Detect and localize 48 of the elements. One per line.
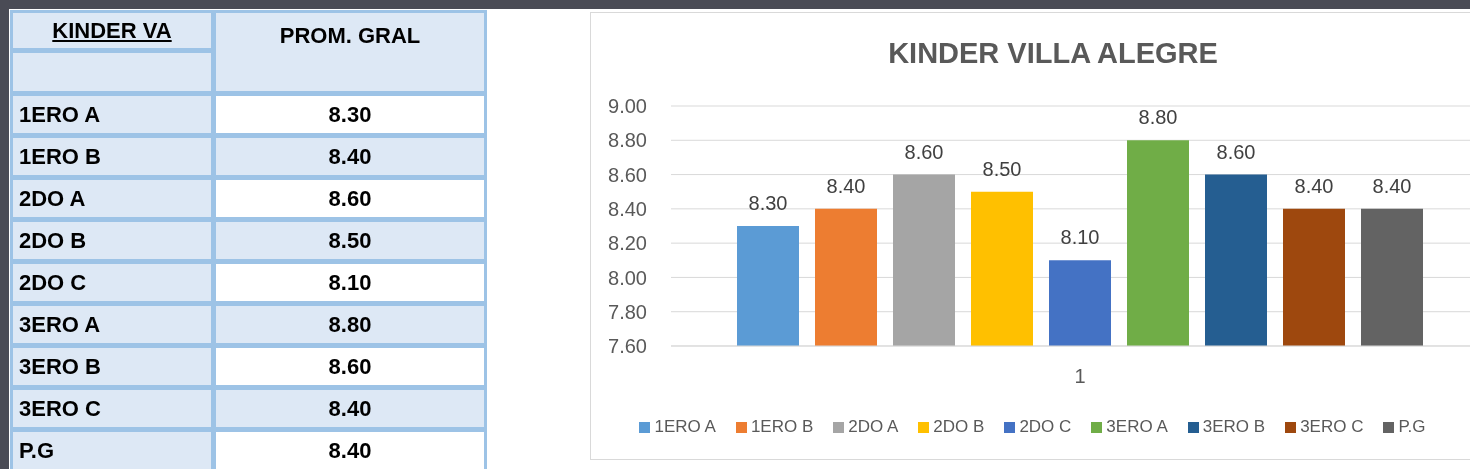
y-tick-label: 7.60 [608, 335, 647, 358]
legend-label: 1ERO A [654, 417, 717, 436]
text: 1ERO B [19, 143, 101, 169]
y-tick-label: 8.80 [608, 129, 647, 152]
text: 8.40 [328, 143, 372, 169]
text: 8.60 [328, 353, 372, 379]
text: 2DO C [19, 269, 87, 295]
legend-label: 2DO C [1019, 417, 1073, 436]
text: 8.60 [328, 185, 372, 211]
data-label: 8.40 [826, 174, 866, 197]
y-tick-label: 8.60 [608, 163, 647, 186]
data-label: 8.50 [982, 157, 1022, 180]
text: 1ERO A [19, 101, 101, 127]
legend-label: 1ERO B [750, 417, 815, 436]
text: PROM. GRAL [213, 10, 487, 94]
data-label: 8.40 [1294, 174, 1334, 197]
data-label: 8.60 [1216, 140, 1256, 163]
data-label: 8.80 [1138, 106, 1178, 129]
text: 8.50 [328, 227, 372, 253]
text: 3ERO C [19, 395, 101, 421]
text: 3ERO B [19, 353, 101, 379]
y-tick-label: 8.20 [608, 232, 647, 255]
text: KINDER VA [52, 17, 172, 44]
data-label: 8.60 [904, 140, 944, 163]
text: 8.30 [328, 101, 372, 127]
y-tick-label: 9.00 [608, 95, 647, 118]
text: 8.40 [328, 395, 372, 421]
legend-label: 3ERO B [1202, 417, 1267, 436]
data-label: 8.10 [1060, 226, 1100, 249]
chart-title: KINDER VILLA ALEGRE [887, 37, 1219, 70]
data-label: 8.40 [1372, 174, 1412, 197]
data-label: 8.30 [748, 192, 788, 214]
y-tick-label: 8.40 [608, 197, 647, 220]
text: 2DO B [19, 227, 87, 253]
text: 2DO A [19, 185, 86, 211]
legend-label: 3ERO A [1106, 417, 1169, 436]
y-tick-label: 7.80 [608, 300, 647, 323]
x-tick-label: 1 [1074, 365, 1086, 388]
legend-label: 2DO B [933, 417, 986, 436]
text: 3ERO A [19, 311, 101, 337]
legend-label: 2DO A [848, 417, 900, 436]
legend-label: P.G [1398, 417, 1427, 436]
text: P.G [19, 437, 55, 463]
y-tick-label: 8.00 [608, 266, 647, 289]
text: 8.40 [328, 437, 372, 463]
legend-label: 3ERO C [1300, 417, 1365, 436]
text: 8.10 [328, 269, 372, 295]
text: 8.80 [328, 311, 372, 337]
